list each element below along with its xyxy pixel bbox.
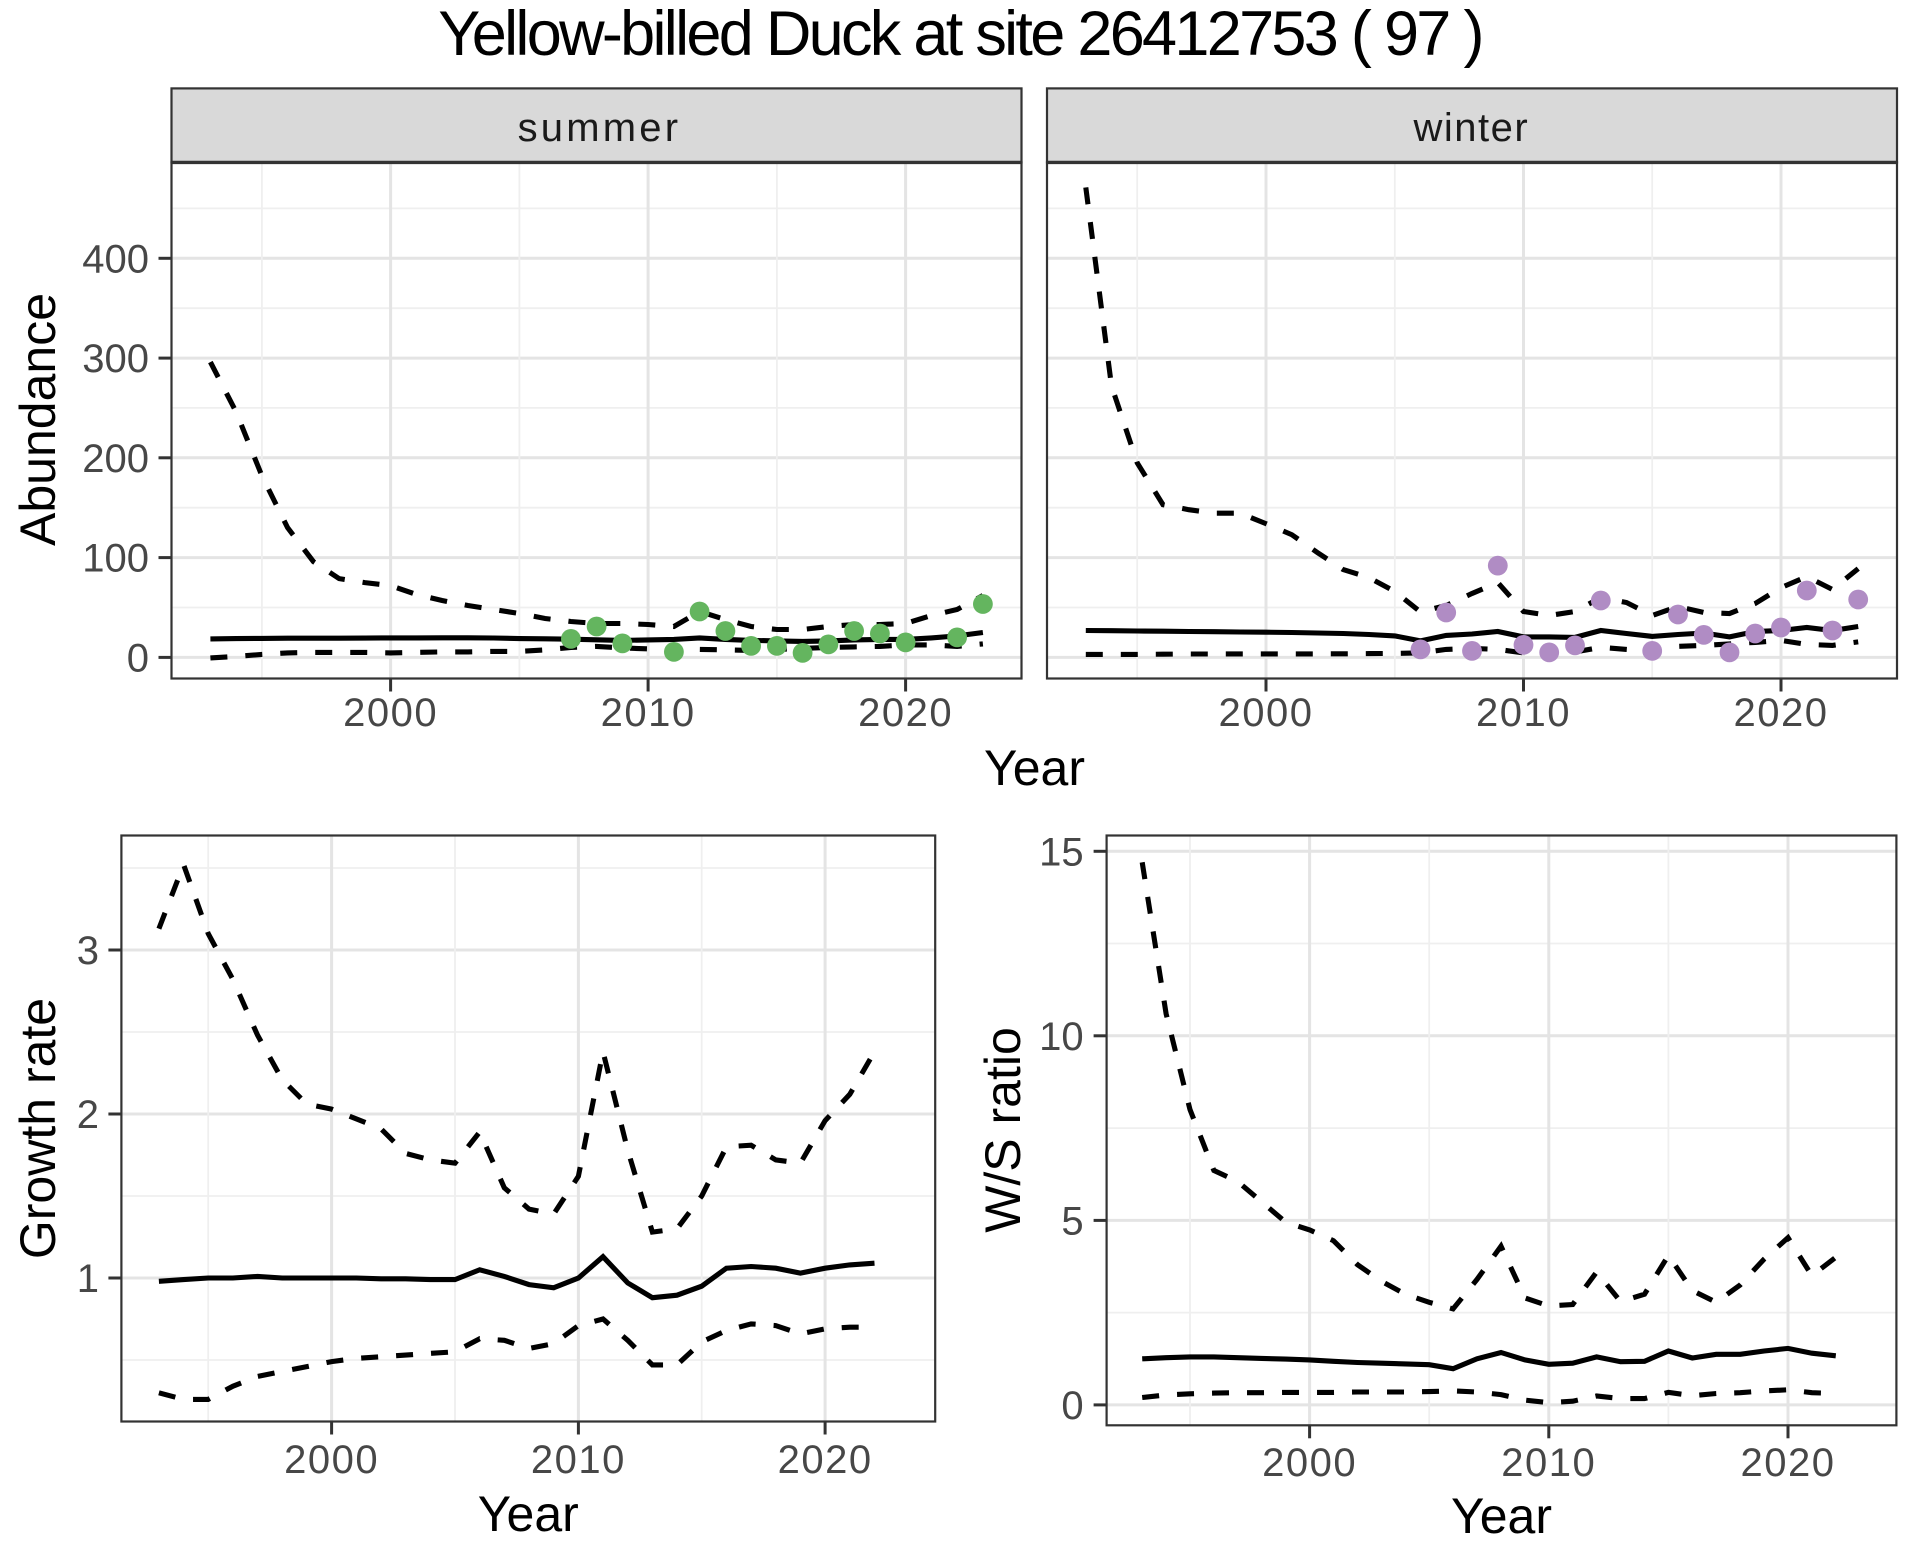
- svg-text:300: 300: [82, 337, 149, 381]
- svg-text:2010: 2010: [1476, 691, 1571, 735]
- svg-text:Year: Year: [478, 1486, 579, 1542]
- svg-text:summer: summer: [518, 106, 682, 150]
- svg-text:Abundance: Abundance: [10, 293, 66, 546]
- svg-text:2010: 2010: [601, 691, 696, 735]
- svg-text:W/S ratio: W/S ratio: [975, 1027, 1031, 1233]
- svg-text:2010: 2010: [531, 1438, 626, 1482]
- svg-text:2020: 2020: [778, 1438, 873, 1482]
- svg-text:2020: 2020: [858, 691, 953, 735]
- svg-text:Year: Year: [1451, 1488, 1552, 1544]
- svg-text:Year: Year: [984, 740, 1085, 796]
- svg-text:2010: 2010: [1501, 1441, 1596, 1485]
- svg-text:2000: 2000: [343, 691, 438, 735]
- svg-text:5: 5: [1061, 1199, 1083, 1243]
- svg-text:Growth rate: Growth rate: [10, 998, 66, 1259]
- svg-text:Yellow-billed Duck at site 264: Yellow-billed Duck at site 26412753 ( 97…: [438, 0, 1481, 69]
- svg-text:400: 400: [82, 237, 149, 281]
- svg-text:15: 15: [1039, 830, 1084, 874]
- svg-text:2: 2: [77, 1093, 99, 1137]
- svg-text:100: 100: [82, 537, 149, 581]
- svg-text:2000: 2000: [1219, 691, 1314, 735]
- svg-text:2000: 2000: [1262, 1441, 1357, 1485]
- svg-text:10: 10: [1039, 1015, 1084, 1059]
- svg-text:2020: 2020: [1741, 1441, 1836, 1485]
- svg-text:200: 200: [82, 437, 149, 481]
- svg-text:2000: 2000: [284, 1438, 379, 1482]
- svg-text:0: 0: [127, 636, 149, 680]
- svg-text:winter: winter: [1412, 106, 1529, 150]
- svg-text:2020: 2020: [1734, 691, 1829, 735]
- svg-text:1: 1: [77, 1257, 99, 1301]
- svg-text:3: 3: [77, 929, 99, 973]
- svg-text:0: 0: [1061, 1384, 1083, 1428]
